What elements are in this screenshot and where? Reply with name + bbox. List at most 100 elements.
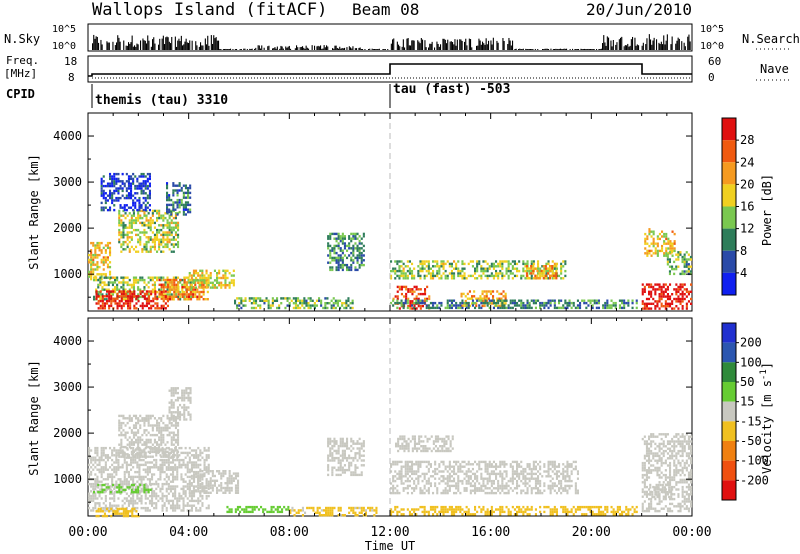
heatmap-cell — [118, 212, 121, 215]
heatmap-cell — [172, 478, 175, 481]
heatmap-cell — [539, 269, 542, 273]
nsky-bar — [456, 39, 458, 50]
heatmap-cell — [102, 192, 105, 195]
heatmap-cell — [142, 208, 145, 212]
heatmap-cell — [284, 306, 287, 310]
heatmap-cell — [677, 251, 680, 254]
heatmap-cell — [341, 239, 344, 243]
heatmap-cell — [396, 297, 399, 301]
heatmap-cell — [183, 283, 186, 287]
heatmap-cell — [222, 276, 225, 280]
heatmap-cell — [170, 389, 173, 392]
heatmap-cell — [448, 304, 451, 307]
heatmap-cell — [122, 510, 125, 513]
heatmap-cell — [337, 266, 340, 269]
heatmap-cell — [158, 431, 161, 434]
heatmap-cell — [478, 304, 481, 307]
heatmap-cell — [138, 206, 141, 209]
heatmap-cell — [166, 276, 169, 279]
heatmap-cell — [153, 445, 156, 449]
heatmap-cell — [222, 274, 225, 277]
heatmap-cell — [413, 277, 416, 280]
heatmap-cell — [121, 466, 124, 469]
heatmap-cell — [164, 455, 167, 458]
heatmap-cell — [146, 506, 149, 510]
heatmap-cell — [115, 189, 118, 193]
heatmap-cell — [427, 306, 430, 310]
heatmap-cell — [181, 413, 184, 416]
heatmap-cell — [160, 233, 163, 237]
heatmap-cell — [667, 252, 670, 255]
heatmap-cell — [484, 274, 487, 278]
heatmap-cell — [172, 394, 175, 397]
heatmap-cell — [90, 473, 93, 476]
heatmap-cell — [284, 297, 287, 300]
heatmap-cell — [648, 232, 651, 236]
heatmap-cell — [213, 482, 216, 485]
heatmap-cell — [308, 506, 311, 510]
heatmap-cell — [162, 299, 165, 303]
heatmap-cell — [495, 260, 498, 263]
heatmap-cell — [450, 277, 453, 280]
heatmap-cell — [136, 466, 139, 469]
heatmap-cell — [151, 240, 154, 244]
heatmap-cell — [417, 274, 420, 278]
colorbar-tick-label: 12 — [740, 222, 754, 236]
heatmap-cell — [143, 288, 146, 291]
nsky-bar — [490, 40, 492, 50]
heatmap-cell — [205, 281, 208, 284]
heatmap-cell — [504, 295, 507, 298]
heatmap-cell — [140, 184, 143, 188]
heatmap-cell — [162, 216, 165, 220]
nsky-bar — [94, 38, 96, 50]
heatmap-cell — [139, 453, 142, 456]
heatmap-cell — [118, 507, 121, 511]
heatmap-cell — [309, 306, 312, 310]
nsky-bar — [677, 37, 679, 50]
heatmap-cell — [618, 306, 621, 310]
heatmap-cell — [346, 266, 349, 269]
heatmap-cell — [193, 456, 196, 459]
heatmap-cell — [139, 438, 142, 442]
heatmap-cell — [101, 510, 104, 513]
colorbar-swatch — [722, 228, 736, 251]
heatmap-cell — [161, 506, 164, 510]
heatmap-cell — [172, 298, 175, 301]
heatmap-cell — [261, 299, 264, 302]
heatmap-cell — [287, 505, 290, 509]
heatmap-cell — [90, 482, 93, 486]
heatmap-cell — [132, 278, 135, 282]
heatmap-cell — [641, 300, 644, 303]
heatmap-cell — [450, 301, 453, 305]
heatmap-cell — [237, 479, 240, 482]
heatmap-cell — [157, 466, 160, 469]
heatmap-cell — [347, 299, 350, 302]
heatmap-cell — [100, 473, 103, 476]
heatmap-cell — [113, 208, 116, 212]
heatmap-cell — [484, 301, 487, 305]
nsky-bar — [452, 42, 454, 50]
heatmap-cell — [141, 209, 144, 213]
heatmap-cell — [330, 304, 333, 307]
heatmap-cell — [162, 450, 165, 454]
heatmap-cell — [690, 290, 693, 293]
heatmap-cell — [136, 470, 139, 474]
heatmap-cell — [172, 191, 175, 195]
heatmap-cell — [108, 510, 111, 513]
heatmap-cell — [185, 389, 188, 392]
nsky-bar — [518, 49, 520, 50]
heatmap-cell — [536, 269, 539, 273]
heatmap-cell — [186, 454, 189, 457]
heatmap-cell — [322, 509, 325, 512]
heatmap-cell — [179, 293, 182, 296]
heatmap-cell — [199, 468, 202, 471]
nsky-bar — [165, 37, 167, 50]
heatmap-cell — [117, 172, 120, 176]
nsky-bar — [186, 42, 188, 50]
heatmap-cell — [311, 304, 314, 307]
heatmap-cell — [400, 299, 403, 302]
heatmap-cell — [461, 269, 464, 273]
heatmap-cell — [560, 277, 563, 280]
heatmap-cell — [421, 262, 424, 266]
heatmap-cell — [485, 292, 488, 296]
